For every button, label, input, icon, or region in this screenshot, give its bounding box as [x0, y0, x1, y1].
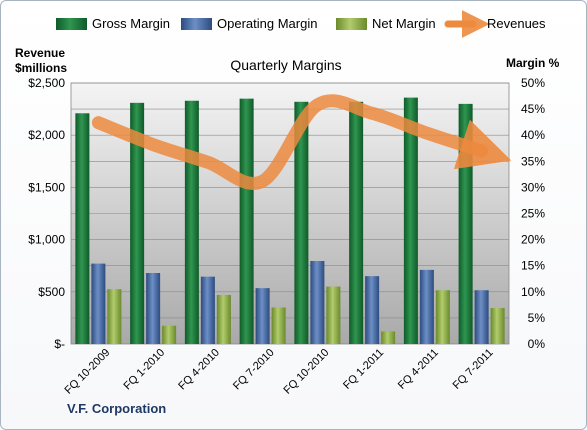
bar-net-margin-fq-10-2009: [107, 289, 122, 344]
bars-layer: [75, 97, 505, 345]
right-axis-ticks: 0% 5% 10% 15% 20% 25% 30% 35% 40% 45% 50%: [521, 76, 545, 351]
x-tick-label: FQ 10-2009: [63, 347, 113, 397]
legend: Gross Margin Operating Margin Net Margin…: [56, 10, 546, 38]
bar-gross-margin-fq-7-2010: [239, 98, 254, 344]
right-tick-label: 30%: [521, 180, 545, 194]
legend-item-net-margin: Net Margin: [336, 16, 436, 31]
bar-operating-margin-fq-10-2009: [91, 263, 106, 344]
left-tick-label: $500: [38, 285, 65, 299]
legend-item-operating-margin: Operating Margin: [181, 16, 317, 31]
bar-net-margin-fq-10-2010: [326, 286, 341, 344]
right-tick-label: 45%: [521, 102, 545, 116]
left-tick-label: $2,500: [28, 76, 65, 90]
legend-label-net-margin: Net Margin: [372, 16, 436, 31]
company-label: V.F. Corporation: [67, 401, 166, 416]
bar-gross-margin-fq-10-2009: [75, 113, 90, 344]
bar-operating-margin-fq-4-2011: [419, 269, 434, 344]
x-tick-label: FQ 7-2011: [451, 347, 496, 392]
legend-label-gross-margin: Gross Margin: [92, 16, 170, 31]
x-tick-label: FQ 4-2011: [396, 347, 441, 392]
left-axis-ticks: $- $500 $1,000 $1,500 $2,000 $2,500: [28, 76, 65, 351]
x-tick-label: FQ 10-2010: [282, 347, 332, 397]
revenue-line: [91, 94, 512, 190]
x-axis-ticks: FQ 10-2009 FQ 1-2010 FQ 4-2010 FQ 7-2010 FQ …: [63, 347, 496, 397]
left-axis-title-line1: Revenue: [15, 46, 65, 60]
left-tick-label: $2,000: [28, 128, 65, 142]
bar-operating-margin-fq-7-2010: [255, 288, 270, 344]
bar-operating-margin-fq-1-2010: [146, 273, 161, 344]
right-axis-title: Margin %: [506, 56, 560, 70]
bar-net-margin-fq-7-2011: [490, 307, 505, 344]
x-tick-label: FQ 4-2010: [176, 347, 222, 393]
right-tick-label: 15%: [521, 259, 545, 273]
bar-net-margin-fq-4-2010: [216, 294, 231, 344]
revenue-line-layer: [91, 94, 512, 190]
bar-gross-margin-fq-4-2011: [403, 97, 418, 344]
bar-operating-margin-fq-4-2010: [200, 276, 215, 344]
left-tick-label: $1,000: [28, 233, 65, 247]
right-tick-label: 50%: [521, 76, 545, 90]
x-tick-label: FQ 1-2011: [341, 347, 386, 392]
bar-operating-margin-fq-7-2011: [474, 290, 489, 344]
legend-swatch-net-margin: [336, 18, 367, 30]
bar-net-margin-fq-1-2010: [162, 325, 177, 344]
bar-gross-margin-fq-1-2010: [130, 102, 145, 344]
bar-operating-margin-fq-10-2010: [310, 261, 325, 344]
legend-item-revenues: Revenues: [444, 10, 546, 38]
bar-net-margin-fq-7-2010: [271, 307, 286, 344]
bar-operating-margin-fq-1-2011: [365, 276, 380, 344]
bar-net-margin-fq-1-2011: [381, 331, 396, 344]
x-tick-label: FQ 1-2010: [122, 347, 168, 393]
legend-label-revenues: Revenues: [487, 16, 546, 31]
right-tick-label: 0%: [528, 337, 546, 351]
legend-label-operating-margin: Operating Margin: [217, 16, 317, 31]
bar-gross-margin-fq-10-2010: [294, 101, 309, 345]
bar-gross-margin-fq-1-2011: [349, 101, 364, 345]
right-tick-label: 5%: [528, 311, 546, 325]
right-tick-label: 25%: [521, 207, 545, 221]
legend-swatch-gross-margin: [56, 18, 87, 30]
left-tick-label: $-: [54, 337, 65, 351]
chart-title: Quarterly Margins: [230, 57, 341, 73]
x-tick-label: FQ 7-2010: [231, 347, 277, 393]
right-tick-label: 20%: [521, 233, 545, 247]
bar-net-margin-fq-4-2011: [435, 290, 450, 344]
right-tick-label: 35%: [521, 154, 545, 168]
legend-item-gross-margin: Gross Margin: [56, 16, 170, 31]
left-axis-title-line2: $millions: [15, 61, 67, 75]
bar-gross-margin-fq-4-2010: [184, 100, 199, 344]
left-tick-label: $1,500: [28, 180, 65, 194]
right-tick-label: 40%: [521, 128, 545, 142]
right-tick-label: 10%: [521, 285, 545, 299]
legend-swatch-operating-margin: [181, 18, 212, 30]
